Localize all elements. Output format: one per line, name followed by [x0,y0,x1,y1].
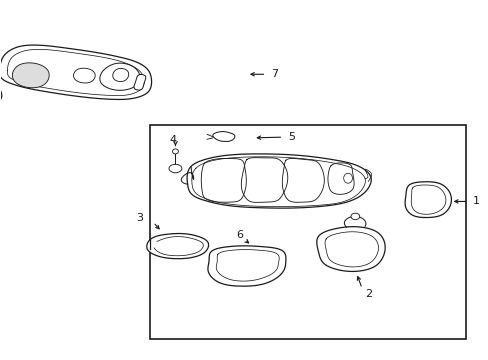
Ellipse shape [350,213,359,220]
Polygon shape [134,75,145,90]
Polygon shape [12,63,49,88]
Polygon shape [316,227,385,271]
Text: 7: 7 [271,69,278,79]
Ellipse shape [172,149,178,154]
Text: 6: 6 [236,230,243,240]
Text: 3: 3 [136,212,143,222]
Text: 2: 2 [364,289,371,298]
Polygon shape [404,182,450,217]
Polygon shape [146,234,208,259]
Polygon shape [212,132,234,141]
Polygon shape [0,45,151,99]
Polygon shape [73,68,95,83]
Polygon shape [113,68,128,81]
Polygon shape [100,63,140,90]
Bar [149,125,465,339]
Polygon shape [0,71,2,104]
Text: 5: 5 [287,132,295,142]
Polygon shape [207,246,285,286]
Polygon shape [169,165,182,173]
Text: 4: 4 [169,135,176,145]
Polygon shape [187,154,370,208]
Text: 1: 1 [472,197,479,206]
